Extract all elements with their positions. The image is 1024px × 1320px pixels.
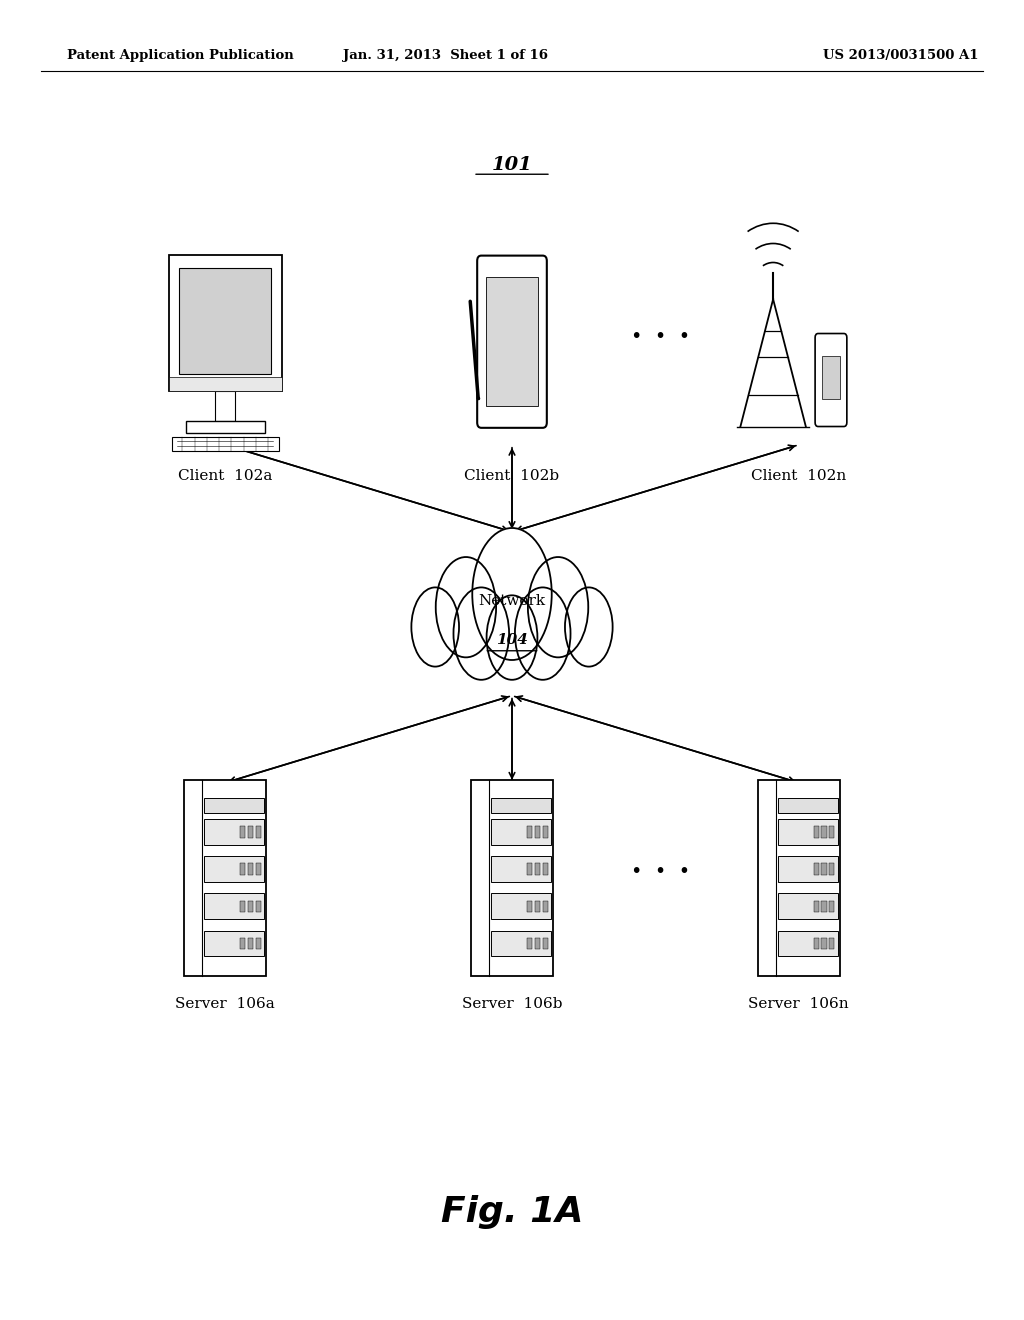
FancyBboxPatch shape [205, 820, 264, 845]
FancyBboxPatch shape [205, 894, 264, 919]
Bar [821, 900, 826, 912]
FancyBboxPatch shape [205, 931, 264, 956]
Text: Server  106n: Server 106n [749, 997, 849, 1011]
FancyBboxPatch shape [205, 799, 264, 813]
Text: Client  102b: Client 102b [465, 469, 559, 483]
Bar [256, 900, 261, 912]
Bar [248, 900, 253, 912]
FancyBboxPatch shape [778, 931, 838, 956]
FancyBboxPatch shape [492, 931, 551, 956]
Ellipse shape [454, 587, 509, 680]
Bar [829, 826, 835, 838]
Bar [535, 863, 540, 875]
FancyBboxPatch shape [778, 799, 838, 813]
Text: Client  102n: Client 102n [751, 469, 847, 483]
Bar [543, 900, 548, 912]
Bar [527, 900, 532, 912]
Text: Server  106a: Server 106a [175, 997, 275, 1011]
FancyBboxPatch shape [485, 277, 539, 407]
Bar [821, 863, 826, 875]
FancyBboxPatch shape [477, 256, 547, 428]
FancyBboxPatch shape [186, 421, 264, 433]
FancyBboxPatch shape [169, 255, 282, 391]
Bar [241, 900, 246, 912]
Text: •  •  •: • • • [631, 862, 690, 880]
Bar [241, 863, 246, 875]
Bar [256, 937, 261, 949]
Ellipse shape [515, 587, 570, 680]
FancyBboxPatch shape [778, 857, 838, 882]
FancyBboxPatch shape [778, 894, 838, 919]
Bar [543, 863, 548, 875]
Text: Client  102a: Client 102a [178, 469, 272, 483]
FancyBboxPatch shape [822, 356, 840, 399]
Bar [814, 900, 819, 912]
Bar [814, 826, 819, 838]
Bar [527, 863, 532, 875]
Bar [535, 826, 540, 838]
FancyBboxPatch shape [492, 799, 551, 813]
Bar [241, 937, 246, 949]
Ellipse shape [472, 528, 552, 660]
FancyBboxPatch shape [492, 857, 551, 882]
Text: Patent Application Publication: Patent Application Publication [67, 49, 293, 62]
FancyBboxPatch shape [215, 391, 236, 421]
Bar [535, 937, 540, 949]
FancyBboxPatch shape [492, 894, 551, 919]
Bar [543, 826, 548, 838]
Bar [829, 900, 835, 912]
Bar [256, 863, 261, 875]
Ellipse shape [412, 587, 459, 667]
FancyBboxPatch shape [778, 820, 838, 845]
Bar [256, 826, 261, 838]
Ellipse shape [565, 587, 612, 667]
Text: •  •  •: • • • [631, 327, 690, 346]
Bar [248, 937, 253, 949]
Bar [241, 826, 246, 838]
FancyBboxPatch shape [815, 334, 847, 426]
FancyBboxPatch shape [169, 378, 282, 391]
Text: Server  106b: Server 106b [462, 997, 562, 1011]
Text: 104: 104 [496, 634, 528, 647]
FancyBboxPatch shape [172, 437, 279, 450]
FancyBboxPatch shape [492, 820, 551, 845]
FancyBboxPatch shape [205, 857, 264, 882]
Ellipse shape [486, 595, 538, 680]
Text: US 2013/0031500 A1: US 2013/0031500 A1 [823, 49, 979, 62]
FancyBboxPatch shape [179, 268, 271, 375]
Text: Fig. 1A: Fig. 1A [440, 1195, 584, 1229]
Ellipse shape [528, 557, 588, 657]
FancyBboxPatch shape [184, 780, 266, 975]
Text: 101: 101 [492, 156, 532, 174]
Bar [248, 826, 253, 838]
Bar [829, 937, 835, 949]
Bar [527, 937, 532, 949]
FancyBboxPatch shape [471, 780, 553, 975]
Bar [814, 863, 819, 875]
Bar [821, 826, 826, 838]
Text: Jan. 31, 2013  Sheet 1 of 16: Jan. 31, 2013 Sheet 1 of 16 [343, 49, 548, 62]
Bar [527, 826, 532, 838]
Bar [535, 900, 540, 912]
FancyBboxPatch shape [758, 780, 840, 975]
Ellipse shape [436, 557, 496, 657]
Bar [543, 937, 548, 949]
Bar [814, 937, 819, 949]
Bar [248, 863, 253, 875]
Bar [829, 863, 835, 875]
Text: Network: Network [478, 594, 546, 607]
Bar [821, 937, 826, 949]
